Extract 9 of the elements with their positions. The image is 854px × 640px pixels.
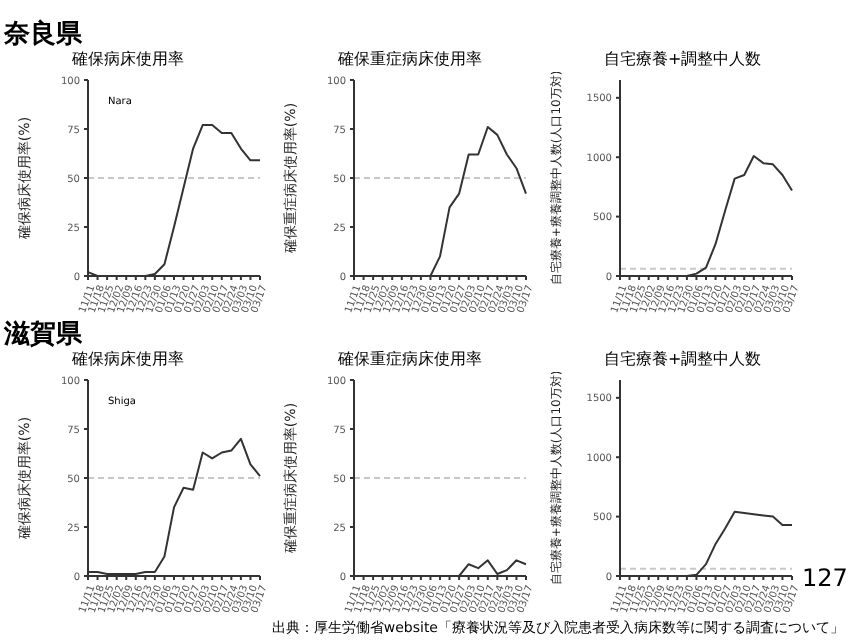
chart-title: 確保重症病床使用率 xyxy=(338,348,482,370)
chart-title: 確保重症病床使用率 xyxy=(338,48,482,70)
chart-title: 自宅療養+調整中人数 xyxy=(604,48,762,70)
text: 奈良県 xyxy=(4,17,82,51)
text: 127 xyxy=(802,564,848,592)
chart-title: 自宅療養+調整中人数 xyxy=(604,348,762,370)
chart-title: 確保病床使用率 xyxy=(72,48,184,70)
text: 滋賀県 xyxy=(4,318,82,351)
chart-title: 確保病床使用率 xyxy=(72,348,184,370)
